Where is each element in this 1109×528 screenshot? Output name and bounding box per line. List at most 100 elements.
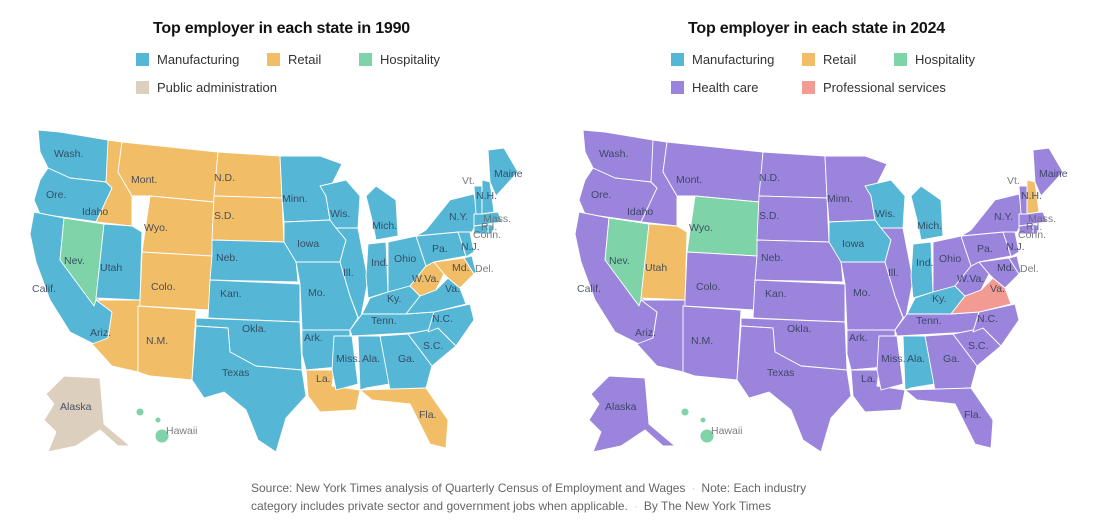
state-label-nv: Nev. [609, 255, 630, 267]
state-nh [1026, 179, 1040, 215]
legend-item-manufacturing: Manufacturing [136, 52, 239, 67]
state-hi [154, 416, 162, 424]
state-label-ga: Ga. [398, 353, 415, 365]
map-title-1990: Top employer in each state in 1990 [153, 20, 410, 37]
state-label-ut: Utah [645, 262, 667, 274]
state-label-ky: Ky. [932, 293, 946, 305]
state-label-id: Idaho [82, 206, 108, 218]
legend-item-hospitality: Hospitality [894, 52, 975, 67]
state-label-ri: R.I. [1026, 221, 1042, 233]
state-label-in: Ind. [371, 257, 389, 269]
state-ga [379, 333, 433, 391]
state-tx [191, 325, 307, 453]
state-label-nc: N.C. [977, 313, 998, 325]
state-ak [43, 375, 131, 453]
state-label-ny: N.Y. [994, 211, 1013, 223]
state-label-mt: Mont. [131, 174, 157, 186]
state-label-ia: Iowa [842, 238, 864, 250]
state-label-or: Ore. [591, 189, 611, 201]
state-label-ar: Ark. [849, 332, 868, 344]
state-label-tx: Texas [767, 367, 794, 379]
swatch-hospitality [359, 53, 372, 66]
state-fl [359, 387, 449, 449]
state-label-nd: N.D. [214, 172, 235, 184]
legend-item-retail: Retail [802, 52, 856, 67]
state-label-co: Colo. [696, 281, 721, 293]
state-de [1008, 255, 1022, 275]
state-label-ms: Miss. [881, 353, 906, 365]
map-panel-1990: Top employer in each state in 1990 Manuf… [0, 0, 554, 470]
state-ms [331, 335, 359, 391]
state-label-al: Ala. [362, 353, 380, 365]
state-label-ak: Alaska [605, 401, 637, 413]
state-label-mo: Mo. [853, 287, 871, 299]
legend-item-manufacturing: Manufacturing [671, 52, 774, 67]
state-label-ne: Neb. [216, 252, 238, 264]
state-label-ct: Conn. [1018, 229, 1046, 241]
state-label-ma: Mass. [1028, 213, 1056, 225]
state-label-il: Ill. [343, 267, 354, 279]
state-label-mn: Minn. [827, 193, 853, 205]
us-map-1990: Wash. Ore. Calif. Nev. Idaho Mont. Wyo. Utah Col… [29, 129, 523, 453]
state-label-ok: Okla. [787, 323, 812, 335]
state-label-nj: N.J. [1006, 241, 1025, 253]
state-label-az: Ariz. [90, 327, 111, 339]
state-label-va: Va. [445, 283, 460, 295]
state-ks [207, 279, 301, 323]
state-label-ms: Miss. [336, 353, 361, 365]
state-label-ak: Alaska [60, 401, 92, 413]
state-label-wv: W.Va. [412, 273, 439, 285]
state-me [1032, 147, 1064, 197]
state-nv [604, 217, 650, 307]
state-label-sc: S.C. [423, 340, 443, 352]
state-label-sd: S.D. [214, 210, 234, 222]
state-label-nv: Nev. [64, 255, 85, 267]
state-label-ky: Ky. [387, 293, 401, 305]
state-label-ks: Kan. [220, 288, 242, 300]
swatch-professional-services [802, 81, 815, 94]
state-label-ct: Conn. [473, 229, 501, 241]
state-nm [137, 305, 197, 381]
state-al [902, 335, 936, 391]
state-me [487, 147, 519, 197]
state-label-wi: Wis. [875, 208, 895, 220]
state-label-oh: Ohio [939, 253, 961, 265]
state-hi [154, 428, 170, 444]
us-map-2024: Wash. Ore. Calif. Nev. Idaho Mont. Wyo. Utah Col… [574, 129, 1068, 453]
state-label-ma: Mass. [483, 213, 511, 225]
swatch-public-administration [136, 81, 149, 94]
state-label-id: Idaho [627, 206, 653, 218]
swatch-manufacturing [136, 53, 149, 66]
state-ri [1032, 223, 1040, 235]
state-label-oh: Ohio [394, 253, 416, 265]
state-label-vt: Vt. [1007, 175, 1020, 187]
state-al [357, 335, 391, 391]
legend-item-public-administration: Public administration [136, 80, 277, 95]
state-label-pa: Pa. [977, 243, 993, 255]
state-hi [680, 407, 690, 417]
state-label-ca: Calif. [32, 283, 56, 295]
state-label-mi: Mich. [917, 220, 942, 232]
state-hi [699, 416, 707, 424]
state-label-nm: N.M. [691, 335, 713, 347]
state-mi [365, 185, 399, 241]
state-label-tn: Tenn. [371, 315, 397, 327]
swatch-retail [802, 53, 815, 66]
state-label-md: Md. [997, 262, 1015, 274]
state-label-ri: R.I. [481, 221, 497, 233]
state-mt [117, 141, 219, 203]
state-nh [481, 179, 495, 215]
state-label-il: Ill. [888, 267, 899, 279]
state-label-me: Maine [494, 168, 523, 180]
state-mt [662, 141, 764, 203]
state-label-wy: Wyo. [689, 222, 713, 234]
state-label-mt: Mont. [676, 174, 702, 186]
state-label-la: La. [316, 373, 331, 385]
legend-item-health-care: Health care [671, 80, 758, 95]
state-ny [960, 193, 1024, 237]
state-ny [415, 193, 479, 237]
swatch-retail [267, 53, 280, 66]
state-label-nm: N.M. [146, 335, 168, 347]
state-label-nj: N.J. [461, 241, 480, 253]
state-label-me: Maine [1039, 168, 1068, 180]
